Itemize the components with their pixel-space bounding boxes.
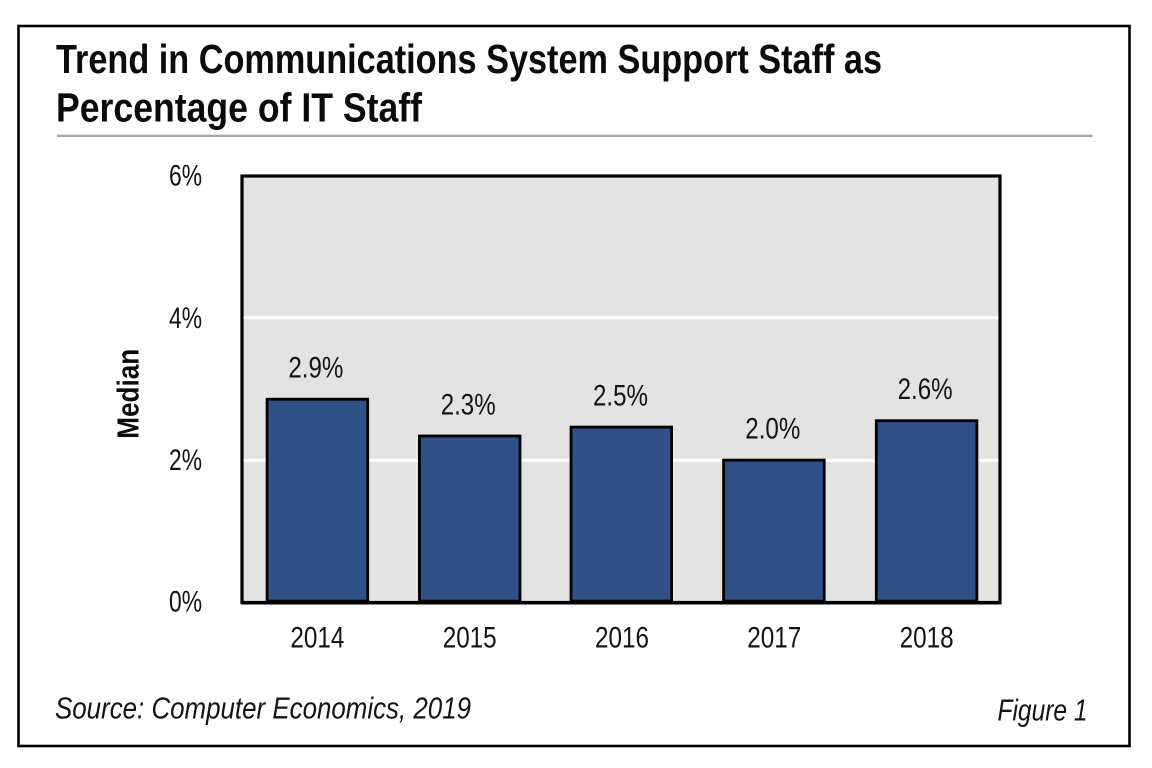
svg-text:Source: Computer Economics, 20: Source: Computer Economics, 2019 (55, 690, 471, 725)
svg-text:2.9%: 2.9% (288, 352, 343, 385)
svg-text:0%: 0% (169, 585, 202, 618)
svg-text:Percentage of IT Staff: Percentage of IT Staff (56, 85, 422, 131)
svg-text:2015: 2015 (443, 621, 497, 654)
svg-text:2018: 2018 (900, 621, 954, 654)
svg-text:2017: 2017 (747, 621, 801, 654)
svg-text:2.0%: 2.0% (745, 413, 800, 446)
svg-text:2.6%: 2.6% (898, 373, 953, 406)
svg-text:2%: 2% (169, 444, 202, 477)
svg-text:2016: 2016 (595, 621, 649, 654)
svg-text:6%: 6% (169, 159, 202, 192)
svg-text:2.5%: 2.5% (593, 380, 648, 413)
svg-text:2014: 2014 (290, 621, 344, 654)
svg-text:4%: 4% (169, 302, 202, 335)
svg-text:Trend in Communications System: Trend in Communications System Support S… (56, 36, 882, 82)
svg-text:Median: Median (112, 349, 146, 439)
svg-text:Figure 1: Figure 1 (998, 692, 1088, 727)
svg-text:2.3%: 2.3% (441, 389, 496, 422)
